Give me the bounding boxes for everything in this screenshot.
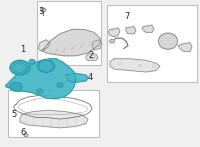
Polygon shape	[126, 26, 136, 34]
Text: 3: 3	[38, 6, 44, 16]
FancyBboxPatch shape	[37, 1, 101, 65]
Circle shape	[57, 83, 63, 87]
FancyBboxPatch shape	[107, 5, 197, 82]
Circle shape	[152, 66, 156, 68]
Text: 2: 2	[88, 51, 94, 60]
Polygon shape	[178, 43, 192, 51]
Text: 7: 7	[124, 12, 130, 21]
Ellipse shape	[14, 63, 26, 72]
Polygon shape	[6, 59, 76, 98]
Polygon shape	[92, 40, 102, 50]
Circle shape	[24, 134, 28, 137]
Circle shape	[37, 89, 43, 93]
Text: 5: 5	[11, 110, 17, 119]
Ellipse shape	[10, 60, 30, 75]
Polygon shape	[66, 74, 88, 82]
Polygon shape	[142, 25, 154, 32]
Circle shape	[40, 8, 46, 12]
Polygon shape	[86, 53, 98, 60]
Circle shape	[29, 60, 35, 64]
Text: 4: 4	[87, 73, 93, 82]
Text: 1: 1	[20, 45, 26, 54]
Text: 6: 6	[20, 128, 26, 137]
Polygon shape	[20, 110, 88, 128]
Ellipse shape	[40, 62, 52, 70]
Polygon shape	[108, 28, 120, 37]
Polygon shape	[42, 29, 100, 56]
Ellipse shape	[10, 82, 22, 91]
FancyBboxPatch shape	[8, 90, 99, 137]
Circle shape	[138, 64, 142, 67]
Polygon shape	[38, 40, 50, 51]
Ellipse shape	[90, 55, 95, 59]
Ellipse shape	[158, 33, 178, 49]
Circle shape	[118, 63, 122, 65]
Circle shape	[110, 39, 114, 43]
Polygon shape	[110, 59, 160, 72]
Ellipse shape	[38, 60, 54, 72]
